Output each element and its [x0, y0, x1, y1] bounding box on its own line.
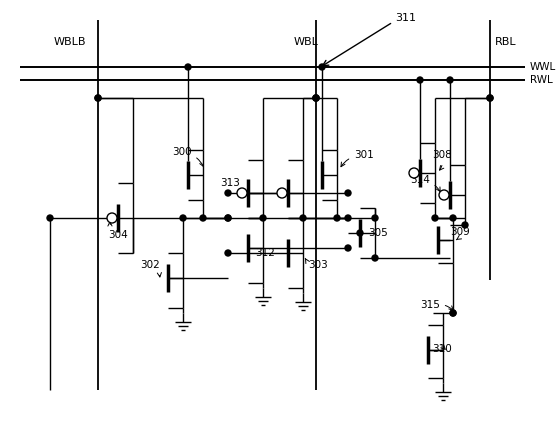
Circle shape	[357, 230, 363, 236]
Circle shape	[313, 95, 319, 101]
Circle shape	[372, 255, 378, 261]
Circle shape	[345, 245, 351, 251]
Circle shape	[277, 188, 287, 198]
Circle shape	[439, 190, 449, 200]
Text: 305: 305	[368, 228, 388, 238]
Circle shape	[185, 64, 191, 70]
Circle shape	[487, 95, 493, 101]
Circle shape	[462, 222, 468, 228]
Text: RWL: RWL	[530, 75, 553, 85]
Circle shape	[200, 215, 206, 221]
Circle shape	[95, 95, 101, 101]
Circle shape	[450, 215, 456, 221]
Circle shape	[345, 215, 351, 221]
Text: WBLB: WBLB	[54, 37, 86, 47]
Circle shape	[345, 190, 351, 196]
Circle shape	[300, 215, 306, 221]
Circle shape	[107, 213, 117, 223]
Circle shape	[225, 215, 231, 221]
Circle shape	[450, 310, 456, 316]
Text: 313: 313	[220, 178, 240, 188]
Text: 312: 312	[255, 248, 275, 258]
Text: WWL: WWL	[530, 62, 556, 72]
Text: 309: 309	[450, 227, 470, 240]
Circle shape	[313, 95, 319, 101]
Circle shape	[225, 215, 231, 221]
Text: 311: 311	[395, 13, 416, 23]
Text: 310: 310	[432, 344, 451, 354]
Text: 303: 303	[305, 258, 327, 270]
Circle shape	[432, 215, 438, 221]
Circle shape	[47, 215, 53, 221]
Circle shape	[180, 215, 186, 221]
Circle shape	[487, 95, 493, 101]
Circle shape	[313, 95, 319, 101]
Circle shape	[447, 77, 453, 83]
Circle shape	[95, 95, 101, 101]
Circle shape	[409, 168, 419, 178]
Text: 301: 301	[341, 150, 374, 167]
Text: 300: 300	[172, 147, 203, 166]
Circle shape	[334, 215, 340, 221]
Text: 308: 308	[432, 150, 451, 170]
Text: 302: 302	[140, 260, 161, 277]
Text: 314: 314	[410, 175, 440, 192]
Text: WBL: WBL	[294, 37, 319, 47]
Circle shape	[237, 188, 247, 198]
Text: 304: 304	[108, 222, 128, 240]
Text: RBL: RBL	[495, 37, 517, 47]
Circle shape	[450, 310, 456, 316]
Circle shape	[372, 215, 378, 221]
Circle shape	[225, 190, 231, 196]
Text: 315: 315	[420, 300, 453, 310]
Circle shape	[225, 250, 231, 256]
Circle shape	[319, 64, 325, 70]
Circle shape	[417, 77, 423, 83]
Circle shape	[260, 215, 266, 221]
